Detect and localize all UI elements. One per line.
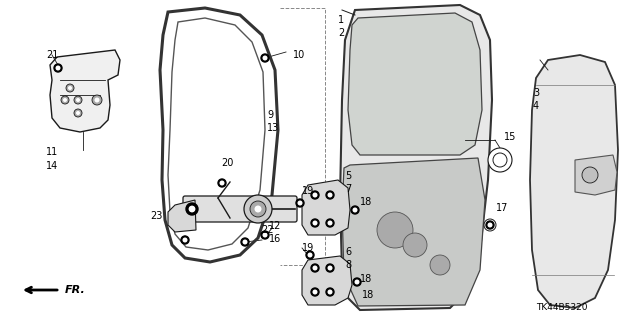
Circle shape <box>76 98 80 102</box>
Circle shape <box>311 288 319 296</box>
Circle shape <box>328 193 332 197</box>
Circle shape <box>326 191 334 199</box>
Polygon shape <box>168 200 196 232</box>
Text: 23: 23 <box>150 211 163 221</box>
Circle shape <box>261 231 269 239</box>
Circle shape <box>313 290 317 294</box>
Text: 3: 3 <box>533 88 539 98</box>
Circle shape <box>298 201 302 205</box>
Circle shape <box>326 288 334 296</box>
Text: 21: 21 <box>46 50 58 60</box>
Text: 4: 4 <box>533 101 539 111</box>
Circle shape <box>186 203 198 215</box>
Circle shape <box>241 238 249 246</box>
Polygon shape <box>340 5 492 310</box>
Text: 5: 5 <box>345 171 351 181</box>
Circle shape <box>488 148 512 172</box>
Circle shape <box>183 238 187 242</box>
Text: 17: 17 <box>496 203 508 213</box>
Circle shape <box>243 240 247 244</box>
Circle shape <box>74 96 82 104</box>
Circle shape <box>54 64 62 72</box>
Circle shape <box>328 266 332 270</box>
Circle shape <box>181 236 189 244</box>
Text: 20: 20 <box>221 158 234 168</box>
Polygon shape <box>50 50 120 132</box>
Circle shape <box>377 212 413 248</box>
Circle shape <box>326 219 334 227</box>
Polygon shape <box>302 256 352 305</box>
Circle shape <box>353 278 361 286</box>
Text: 18: 18 <box>360 197 372 207</box>
Circle shape <box>66 84 74 92</box>
Circle shape <box>255 205 262 212</box>
Circle shape <box>308 253 312 257</box>
Circle shape <box>430 255 450 275</box>
Circle shape <box>313 266 317 270</box>
Text: 9: 9 <box>267 110 273 120</box>
Polygon shape <box>530 55 618 308</box>
Text: 6: 6 <box>345 247 351 257</box>
Circle shape <box>61 96 69 104</box>
Circle shape <box>218 179 226 187</box>
Circle shape <box>68 86 72 90</box>
Circle shape <box>63 98 67 102</box>
Circle shape <box>56 66 60 70</box>
Text: 8: 8 <box>345 260 351 270</box>
Text: 22: 22 <box>261 225 273 235</box>
Circle shape <box>92 95 102 105</box>
Circle shape <box>263 233 267 237</box>
Circle shape <box>74 109 82 117</box>
Circle shape <box>261 54 269 62</box>
Circle shape <box>351 206 359 214</box>
Text: 14: 14 <box>46 161 58 171</box>
Circle shape <box>76 111 80 115</box>
Circle shape <box>486 221 494 229</box>
Polygon shape <box>348 13 482 155</box>
Circle shape <box>488 223 492 227</box>
Circle shape <box>328 221 332 225</box>
FancyBboxPatch shape <box>183 196 297 222</box>
Text: 13: 13 <box>267 123 279 133</box>
Circle shape <box>311 264 319 272</box>
Circle shape <box>326 264 334 272</box>
Text: 12: 12 <box>269 221 282 231</box>
Circle shape <box>328 290 332 294</box>
Circle shape <box>244 195 272 223</box>
Circle shape <box>582 167 598 183</box>
Polygon shape <box>575 155 617 195</box>
Circle shape <box>311 219 319 227</box>
Text: 16: 16 <box>269 234 281 244</box>
Circle shape <box>311 191 319 199</box>
Text: 10: 10 <box>293 50 305 60</box>
Circle shape <box>220 181 224 185</box>
Polygon shape <box>302 180 350 235</box>
Text: 19: 19 <box>302 243 314 253</box>
Circle shape <box>313 221 317 225</box>
Text: TK44B5320: TK44B5320 <box>536 303 588 312</box>
Text: 2: 2 <box>338 28 344 38</box>
Circle shape <box>306 251 314 259</box>
Text: 15: 15 <box>504 132 516 142</box>
Circle shape <box>403 233 427 257</box>
Circle shape <box>313 193 317 197</box>
Text: 1: 1 <box>338 15 344 25</box>
Text: 11: 11 <box>46 147 58 157</box>
Circle shape <box>263 56 267 60</box>
Circle shape <box>296 199 304 207</box>
Polygon shape <box>342 158 485 306</box>
Circle shape <box>95 98 99 102</box>
Text: 7: 7 <box>345 184 351 194</box>
Text: 19: 19 <box>302 186 314 196</box>
Text: FR.: FR. <box>65 285 86 295</box>
Text: 18: 18 <box>360 274 372 284</box>
Circle shape <box>250 201 266 217</box>
Text: 18: 18 <box>362 290 374 300</box>
Circle shape <box>189 206 195 212</box>
Circle shape <box>353 208 357 212</box>
Circle shape <box>355 280 359 284</box>
